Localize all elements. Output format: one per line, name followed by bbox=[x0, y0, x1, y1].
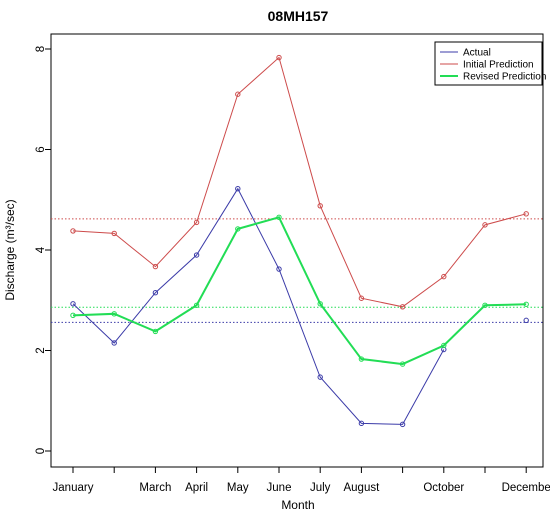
data-point bbox=[193, 302, 200, 308]
data-point bbox=[317, 374, 323, 380]
data-point bbox=[358, 295, 365, 301]
data-point bbox=[358, 420, 365, 427]
legend-label: Actual bbox=[463, 48, 491, 59]
data-point bbox=[399, 304, 406, 310]
data-point bbox=[70, 301, 76, 307]
data-point bbox=[152, 328, 159, 335]
data-point bbox=[152, 263, 159, 270]
y-axis-label: Discharge (m³/sec) bbox=[3, 199, 17, 300]
data-point bbox=[111, 311, 117, 317]
data-point bbox=[193, 252, 200, 258]
x-tick-label: January bbox=[53, 482, 94, 494]
data-point bbox=[317, 301, 323, 307]
x-tick-label: June bbox=[267, 482, 292, 494]
data-point bbox=[111, 230, 117, 237]
data-point bbox=[152, 290, 159, 296]
y-tick-label: 2 bbox=[35, 347, 47, 353]
x-tick-label: May bbox=[227, 482, 249, 494]
data-point bbox=[399, 361, 406, 367]
series-revised-prediction bbox=[70, 214, 529, 367]
data-point bbox=[358, 356, 365, 362]
legend-label: Initial Prediction bbox=[463, 60, 534, 71]
data-point bbox=[276, 214, 282, 221]
data-point bbox=[70, 312, 76, 319]
data-point bbox=[235, 185, 241, 192]
data-point bbox=[235, 91, 241, 97]
data-point bbox=[523, 317, 529, 324]
data-point bbox=[441, 273, 447, 280]
series-line bbox=[72, 187, 445, 425]
data-point bbox=[482, 222, 488, 228]
chart-title: 08MH157 bbox=[268, 8, 329, 24]
y-tick-label: 4 bbox=[35, 246, 47, 253]
plot-box bbox=[50, 33, 544, 468]
x-tick-label: October bbox=[423, 482, 464, 494]
x-tick-label: March bbox=[139, 482, 171, 494]
data-point bbox=[523, 301, 529, 307]
x-tick-label: April bbox=[185, 482, 208, 494]
series-actual bbox=[70, 185, 529, 428]
x-axis: January March April May June July August Octobe… bbox=[53, 467, 550, 494]
data-point bbox=[70, 228, 76, 234]
series-initial-prediction bbox=[70, 54, 529, 310]
x-tick-label: July bbox=[310, 482, 331, 494]
y-axis: 0 2 4 6 8 bbox=[35, 46, 51, 454]
data-point bbox=[276, 266, 282, 272]
x-tick-label: Decembe bbox=[502, 482, 550, 494]
data-point bbox=[317, 203, 323, 209]
reference-lines bbox=[51, 218, 543, 323]
y-tick-label: 6 bbox=[35, 146, 47, 152]
data-point bbox=[399, 421, 406, 428]
x-tick-label: August bbox=[343, 482, 380, 494]
data-point bbox=[523, 211, 529, 217]
legend-label: Revised Prediction bbox=[463, 72, 546, 83]
x-axis-label: Month bbox=[281, 498, 314, 512]
data-point bbox=[441, 342, 447, 349]
series-line bbox=[72, 216, 527, 366]
data-point bbox=[111, 340, 117, 346]
y-tick-label: 0 bbox=[35, 448, 47, 454]
data-point bbox=[193, 219, 200, 226]
data-point bbox=[276, 54, 282, 61]
data-point bbox=[482, 302, 488, 308]
data-point bbox=[235, 226, 241, 232]
series-line bbox=[72, 56, 527, 308]
series-layer bbox=[70, 54, 529, 428]
y-tick-label: 8 bbox=[35, 46, 47, 52]
